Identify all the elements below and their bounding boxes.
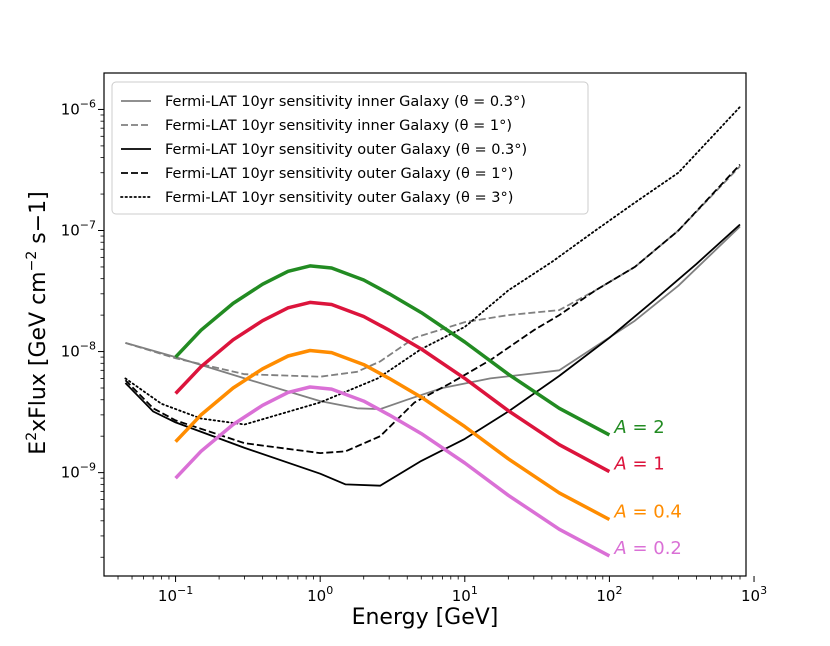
series-line-model-A2 — [174, 264, 611, 437]
series-line-model-A0.4 — [174, 348, 611, 522]
x-axis: 10−1 100 101 102 103 — [117, 576, 767, 605]
plot-area — [124, 106, 741, 558]
series-line-sens-outer-0.3 — [124, 223, 741, 487]
series-annotation: A = 0.2 — [613, 538, 681, 559]
series-annotation: A = 2 — [613, 417, 664, 438]
legend-entry-label: Fermi-LAT 10yr sensitivity inner Galaxy … — [165, 94, 526, 110]
x-tick-label: 102 — [596, 584, 622, 605]
y-axis: 10−9 10−8 10−7 10−6 — [61, 97, 104, 558]
y-tick-label: 10−7 — [61, 219, 96, 240]
legend: Fermi-LAT 10yr sensitivity inner Galaxy … — [111, 81, 589, 215]
x-axis-label: Energy [GeV] — [352, 605, 499, 630]
series-annotation: A = 0.4 — [613, 502, 681, 523]
x-tick-label: 103 — [741, 584, 767, 605]
x-tick-label: 10−1 — [158, 584, 193, 605]
axes-frame — [103, 72, 747, 577]
legend-entry-label: Fermi-LAT 10yr sensitivity inner Galaxy … — [165, 118, 512, 134]
series-annotation: A = 1 — [613, 454, 664, 475]
legend-entry-label: Fermi-LAT 10yr sensitivity outer Galaxy … — [165, 166, 513, 182]
y-axis-label: E2xFlux [GeV cm−2 s−1] — [24, 191, 51, 454]
series-line-sens-outer-3 — [124, 106, 741, 426]
y-tick-label: 10−9 — [61, 461, 96, 482]
series-line-sens-outer-1 — [124, 163, 741, 454]
legend-entry-label: Fermi-LAT 10yr sensitivity outer Galaxy … — [165, 142, 527, 158]
x-tick-label: 101 — [452, 584, 478, 605]
series-annotations: A = 2 A = 1 A = 0.4 A = 0.2 — [613, 417, 681, 559]
y-tick-label: 10−6 — [61, 97, 96, 118]
legend-entry-label: Fermi-LAT 10yr sensitivity outer Galaxy … — [165, 190, 513, 206]
series-line-model-A1 — [174, 300, 611, 474]
series-line-model-A0.2 — [174, 385, 611, 558]
y-tick-label: 10−8 — [61, 340, 96, 361]
x-tick-label: 100 — [307, 584, 333, 605]
legend-box — [111, 81, 589, 215]
